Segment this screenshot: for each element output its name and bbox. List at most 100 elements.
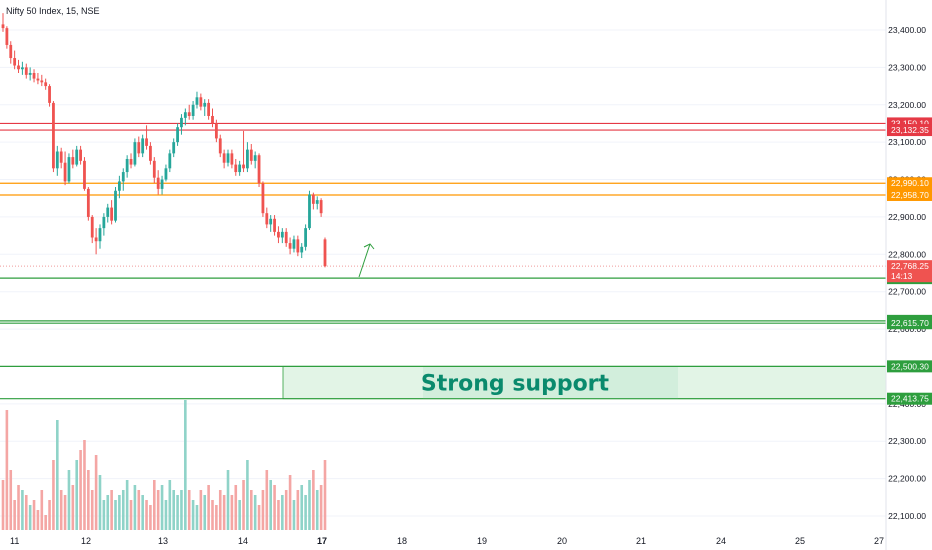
- volume-bar: [164, 500, 168, 530]
- candle-body: [183, 112, 187, 118]
- candle-body: [257, 155, 261, 184]
- candle-body: [207, 102, 211, 116]
- candle-body: [40, 80, 44, 83]
- candlesticks: [1, 13, 327, 268]
- candle-body: [168, 153, 172, 169]
- volume-bar: [32, 500, 36, 530]
- candle-body: [292, 239, 296, 249]
- candle-body: [226, 153, 230, 163]
- up-arrow-annotation[interactable]: [358, 243, 375, 278]
- volume-bar: [249, 490, 253, 530]
- volume-bar: [17, 485, 20, 530]
- y-tick-label: 23,100.00: [888, 137, 926, 147]
- volume-bar: [63, 495, 67, 530]
- x-tick-label: 18: [397, 536, 407, 546]
- candle-body: [304, 228, 308, 247]
- volume-bar: [187, 490, 191, 530]
- volume-bar: [203, 495, 207, 530]
- volume-bar: [48, 500, 51, 530]
- volume-bar: [90, 490, 94, 530]
- candle-body: [311, 194, 315, 204]
- volume-bar: [79, 450, 82, 530]
- volume-bar: [160, 485, 164, 530]
- volume-bar: [288, 475, 292, 530]
- volume-bar: [226, 470, 230, 530]
- volume-bar: [44, 515, 47, 530]
- volume-bar: [36, 510, 40, 530]
- candle-body: [211, 115, 214, 124]
- volume-bar: [207, 485, 210, 530]
- candle-body: [83, 160, 86, 189]
- volume-bar: [125, 480, 129, 530]
- candle-body: [141, 138, 145, 154]
- volume-bar: [52, 460, 55, 530]
- volume-bar: [238, 500, 241, 530]
- candle-body: [121, 172, 125, 182]
- level-lines[interactable]: [0, 122, 886, 400]
- candle-body: [1, 24, 5, 29]
- volume-bar: [234, 485, 238, 530]
- y-tick-label: 23,200.00: [888, 100, 926, 110]
- x-tick-label: 12: [81, 536, 91, 546]
- x-tick-label: 14: [238, 536, 248, 546]
- volume-bar: [87, 470, 90, 530]
- candle-body: [230, 153, 234, 165]
- support-zone-label: Strong support: [421, 372, 610, 397]
- support-zone[interactable]: Strong support: [282, 365, 887, 400]
- candle-body: [32, 72, 36, 79]
- y-tick-label: 22,700.00: [888, 287, 926, 297]
- candle-body: [273, 218, 276, 232]
- candle-body: [261, 183, 265, 214]
- x-tick-label: 25: [795, 536, 805, 546]
- volume-bar: [246, 460, 249, 530]
- level-price-tag-bg: [887, 124, 932, 137]
- volume-bar: [114, 500, 117, 530]
- candle-body: [180, 117, 183, 128]
- x-axis[interactable]: 11 12 13 14 17 18 19 20 21 24 25 27: [10, 536, 884, 546]
- volume-bar: [319, 485, 323, 530]
- y-tick-label: 22,200.00: [888, 474, 926, 484]
- candle-body: [191, 104, 195, 116]
- candle-body: [36, 78, 40, 81]
- candle-body: [106, 207, 110, 217]
- candle-body: [300, 246, 304, 253]
- chart-title: Nifty 50 Index, 15, NSE: [6, 6, 100, 16]
- volume-bar: [133, 485, 137, 530]
- volume-bar: [215, 505, 218, 530]
- candle-body: [195, 97, 199, 105]
- candle-body: [28, 72, 32, 75]
- volume-bar: [67, 470, 71, 530]
- candle-body: [164, 168, 168, 180]
- volume-bar: [176, 495, 179, 530]
- volume-bar: [9, 470, 13, 530]
- volume-bar: [315, 490, 319, 530]
- countdown-tag: 14:13: [891, 271, 913, 281]
- candle-body: [9, 44, 13, 59]
- volume-bar: [75, 460, 79, 530]
- level-price-tag-bg: [887, 360, 932, 373]
- level-price-tag: 22,500.30: [891, 361, 929, 371]
- x-tick-label: 27: [874, 536, 884, 546]
- candle-body: [152, 160, 156, 178]
- candle-body: [52, 102, 55, 169]
- volume-bar: [129, 500, 133, 530]
- volume-bar: [168, 480, 172, 530]
- candle-body: [94, 237, 98, 242]
- candle-body: [315, 200, 319, 204]
- volume-bar: [71, 485, 75, 530]
- candle-body: [44, 82, 48, 87]
- candle-body: [246, 149, 249, 169]
- volume-bar: [296, 490, 300, 530]
- volume-bar: [257, 505, 261, 530]
- volume-bar: [180, 490, 183, 530]
- candle-body: [149, 145, 152, 161]
- x-tick-label: 19: [477, 536, 487, 546]
- candle-body: [20, 67, 24, 70]
- candle-body: [269, 218, 273, 225]
- candle-body: [265, 213, 269, 225]
- candle-body: [218, 138, 222, 154]
- candle-body: [249, 149, 253, 161]
- volume-bar: [277, 500, 280, 530]
- candle-body: [203, 102, 207, 107]
